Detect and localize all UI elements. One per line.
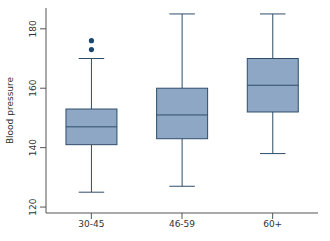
svg-text:140: 140 — [28, 139, 38, 156]
svg-text:160: 160 — [28, 79, 38, 96]
svg-text:Blood pressure: Blood pressure — [8, 76, 15, 144]
svg-text:46-59: 46-59 — [169, 219, 195, 229]
svg-text:60+: 60+ — [263, 219, 282, 229]
svg-text:30-45: 30-45 — [78, 219, 104, 229]
svg-text:120: 120 — [28, 198, 38, 215]
svg-text:180: 180 — [28, 20, 38, 37]
